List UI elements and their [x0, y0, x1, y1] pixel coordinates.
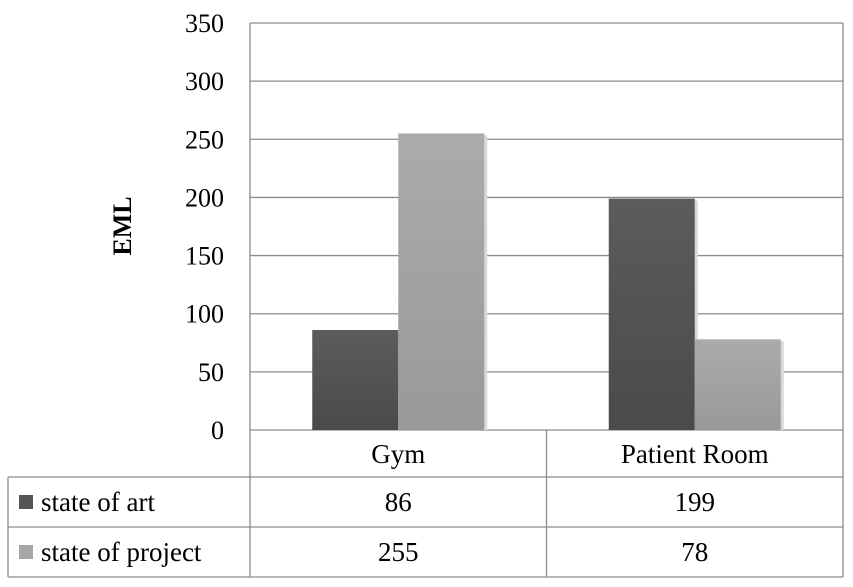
x-category-label: Patient Room — [621, 439, 769, 469]
y-tick-label: 150 — [185, 242, 224, 271]
bar-0-1 — [398, 133, 485, 430]
legend-key — [19, 495, 33, 509]
x-category-label: Gym — [371, 439, 425, 469]
data-label: 255 — [378, 537, 419, 567]
y-tick-label: 0 — [211, 416, 224, 445]
y-tick-label: 200 — [185, 183, 224, 212]
legend-label: state of art — [41, 487, 155, 517]
legend-label: state of project — [41, 537, 202, 567]
data-label: 78 — [681, 537, 708, 567]
y-tick-label: 350 — [185, 9, 224, 38]
legend-key — [19, 545, 33, 559]
y-tick-label: 50 — [198, 358, 224, 387]
y-tick-label: 250 — [185, 125, 224, 154]
y-axis-title: EML — [108, 196, 137, 255]
data-label: 86 — [385, 487, 412, 517]
bar-1-1 — [694, 339, 781, 430]
bar-0-0 — [312, 329, 399, 430]
y-tick-label: 300 — [185, 67, 224, 96]
data-label: 199 — [675, 487, 716, 517]
y-tick-label: 100 — [185, 300, 224, 329]
bar-1-0 — [608, 198, 695, 430]
